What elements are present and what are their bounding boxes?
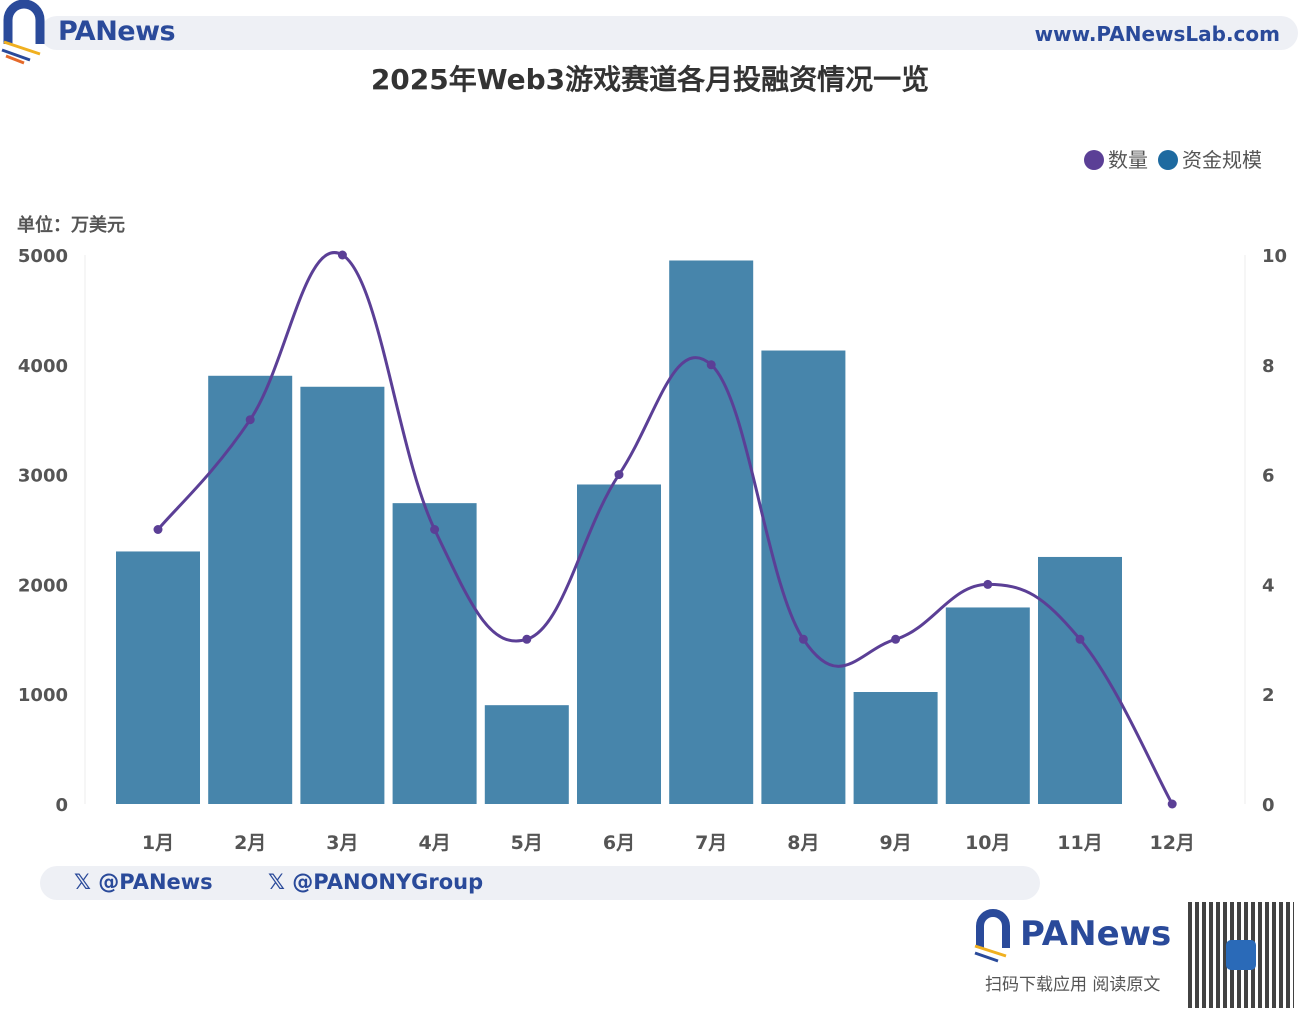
- count-point-2月: [245, 415, 255, 425]
- bar-10月: [945, 607, 1030, 804]
- x-tick-label: 10月: [965, 832, 1010, 854]
- y-left-tick-label: 4000: [18, 356, 68, 377]
- header-bar: [40, 16, 1298, 50]
- x-tick-label: 5月: [511, 832, 543, 854]
- bar-2月: [208, 375, 293, 804]
- count-point-9月: [891, 634, 901, 644]
- bar-9月: [853, 692, 938, 804]
- footer-slogan: 扫码下载应用 阅读原文: [985, 975, 1161, 995]
- x-tick-label: 6月: [603, 832, 635, 854]
- chart-title: 2025年Web3游戏赛道各月投融资情况一览: [370, 63, 930, 96]
- social-handle-panews[interactable]: 𝕏 @PANews: [74, 870, 213, 894]
- panews-logo-icon: [1, 0, 45, 65]
- bar-1月: [116, 551, 200, 804]
- x-tick-label: 4月: [418, 832, 450, 854]
- count-point-6月: [614, 470, 624, 480]
- count-point-3月: [337, 250, 347, 260]
- y-right-tick-label: 6: [1262, 466, 1275, 487]
- count-point-1月: [153, 525, 163, 534]
- count-point-5月: [522, 634, 532, 644]
- y-right-tick-label: 2: [1262, 685, 1275, 706]
- x-tick-label: 11月: [1057, 832, 1102, 854]
- website-link[interactable]: www.PANewsLab.com: [1034, 22, 1280, 46]
- count-point-4月: [430, 525, 440, 534]
- y-right-tick-label: 0: [1262, 795, 1275, 816]
- y-right-tick-label: 10: [1262, 246, 1287, 267]
- bar-3月: [300, 386, 385, 804]
- unit-label: 单位：万美元: [17, 215, 125, 236]
- y-right-tick-label: 8: [1262, 356, 1275, 377]
- bar-5月: [484, 705, 569, 804]
- legend-item-amount[interactable]: 资金规模: [1158, 144, 1262, 173]
- footer-bar: [40, 866, 1040, 900]
- legend-dot: [1084, 150, 1104, 170]
- x-tick-label: 12月: [1149, 832, 1194, 854]
- x-tick-label: 7月: [695, 832, 727, 854]
- footer-brand: PANews: [1020, 914, 1172, 954]
- x-tick-label: 8月: [787, 832, 819, 854]
- social-handle-panonygroup[interactable]: 𝕏 @PANONYGroup: [268, 870, 484, 894]
- count-point-8月: [798, 634, 808, 644]
- y-left-tick-label: 5000: [18, 246, 68, 267]
- brand-logo-text: PANews: [58, 16, 176, 47]
- bar-4月: [392, 503, 477, 804]
- count-point-11月: [1075, 634, 1085, 644]
- y-left-tick-label: 1000: [18, 685, 68, 706]
- chart-area: 0 1000 2000 3000 4000 5000 0 2 4 6 8 10 1月 2月 3月 4月 5月 6月…: [18, 246, 1287, 854]
- x-tick-label: 9月: [879, 832, 911, 854]
- y-left-tick-label: 0: [55, 795, 68, 816]
- bar-7月: [669, 260, 754, 804]
- bar-6月: [577, 484, 661, 804]
- legend-item-count[interactable]: 数量: [1084, 144, 1148, 173]
- legend-dot: [1158, 150, 1178, 170]
- x-tick-label: 2月: [234, 832, 266, 854]
- y-left-tick-label: 3000: [18, 466, 68, 487]
- qr-logo-icon: [1226, 940, 1256, 970]
- legend: 数量 资金规模: [1084, 144, 1262, 173]
- count-point-7月: [706, 360, 716, 370]
- count-point-10月: [983, 579, 993, 589]
- x-tick-label: 1月: [142, 832, 174, 854]
- panews-logo-icon: [974, 909, 1010, 963]
- x-tick-label: 3月: [326, 832, 358, 854]
- count-point-12月: [1167, 799, 1177, 809]
- y-left-tick-label: 2000: [18, 575, 68, 596]
- bar-8月: [761, 350, 846, 804]
- y-right-tick-label: 4: [1262, 575, 1275, 596]
